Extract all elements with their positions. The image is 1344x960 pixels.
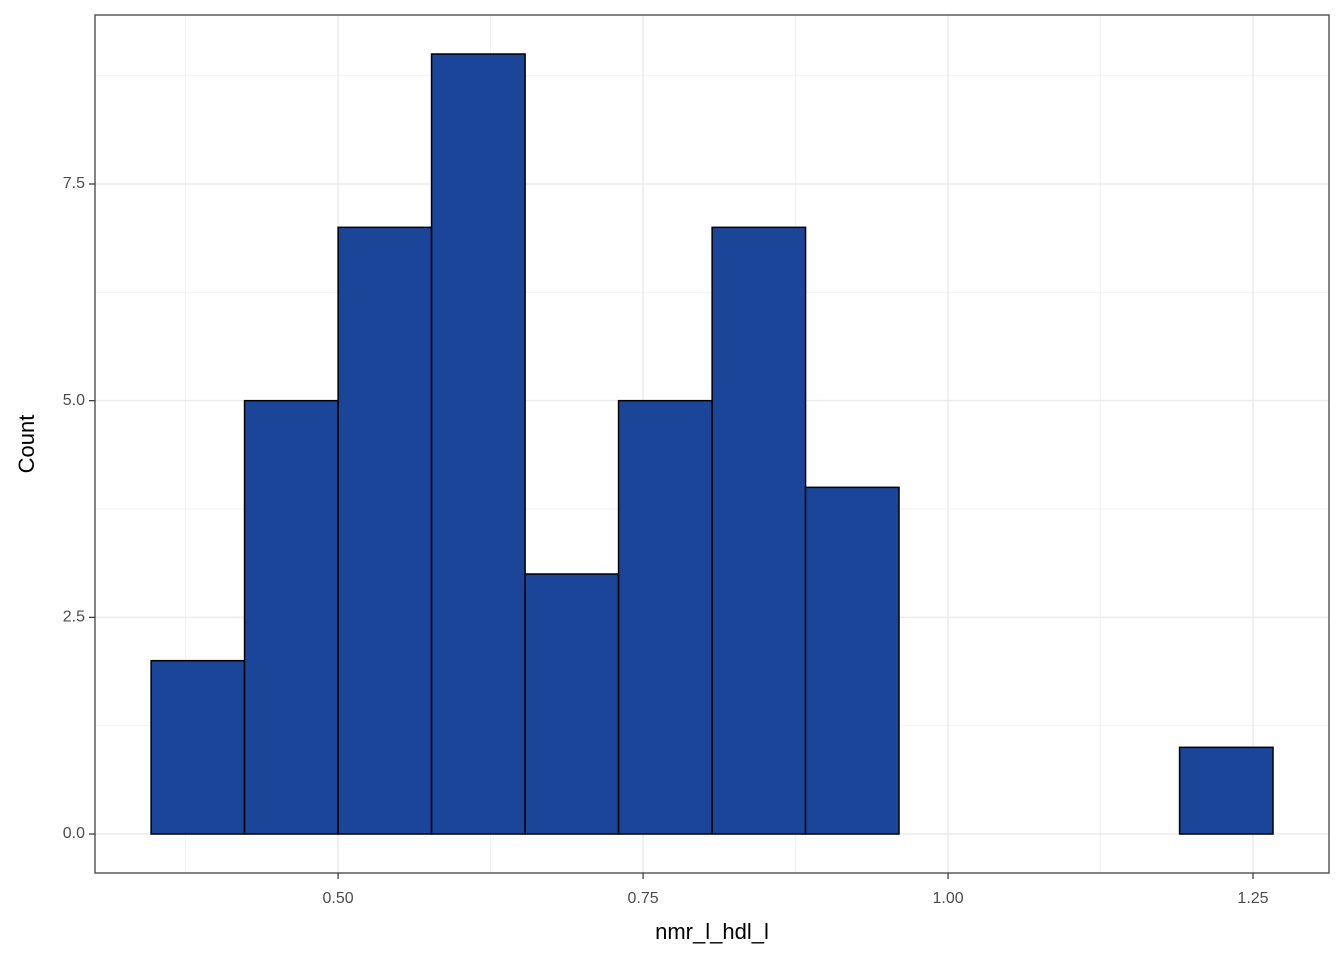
y-tick-label: 5.0 bbox=[63, 392, 85, 409]
bar bbox=[243, 399, 339, 835]
bar bbox=[430, 53, 526, 835]
bar bbox=[524, 573, 620, 835]
bar bbox=[337, 226, 433, 835]
bar bbox=[617, 399, 713, 835]
x-tick-label: 1.00 bbox=[932, 890, 963, 907]
x-tick-label: 0.50 bbox=[323, 890, 354, 907]
x-tick-label: 1.25 bbox=[1237, 890, 1268, 907]
bar bbox=[1178, 746, 1274, 835]
panel-border bbox=[94, 14, 1330, 874]
bar bbox=[711, 226, 807, 835]
bar bbox=[804, 486, 900, 835]
y-tick-label: 0.0 bbox=[63, 825, 85, 842]
bar bbox=[150, 659, 246, 835]
y-tick-label: 7.5 bbox=[63, 175, 85, 192]
y-tick-label: 2.5 bbox=[63, 609, 85, 626]
x-axis-title: nmr_l_hdl_l bbox=[655, 919, 769, 944]
y-axis-title: Count bbox=[14, 415, 39, 474]
x-tick-label: 0.75 bbox=[628, 890, 659, 907]
